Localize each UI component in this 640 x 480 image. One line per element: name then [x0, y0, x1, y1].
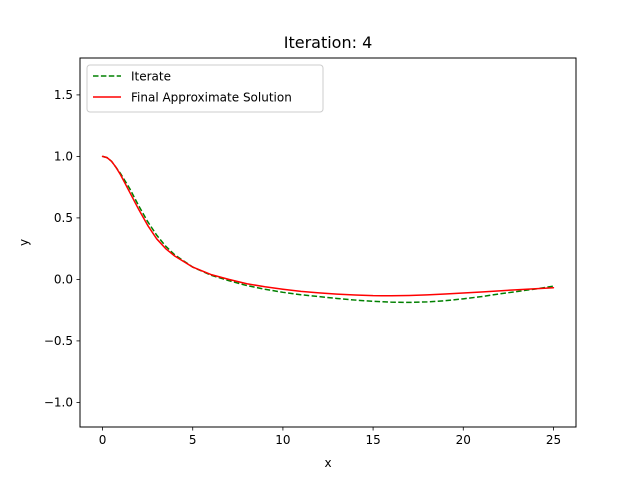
y-tick-label: −1.0	[44, 396, 73, 410]
legend-label-final-approximate-solution: Final Approximate Solution	[131, 91, 292, 105]
series-line-final-approximate-solution	[101, 155, 555, 297]
legend-frame	[86, 64, 324, 113]
x-tick-label: 0	[99, 433, 107, 447]
series-line-iterate	[102, 155, 554, 304]
x-tick-label: 20	[456, 433, 471, 447]
x-tick-label: 15	[365, 433, 380, 447]
y-tick-label: −0.5	[44, 334, 73, 348]
x-axis-ticks: 0 5 10 15 20 25	[99, 427, 561, 447]
y-tick-label: 0.0	[54, 273, 73, 287]
series-layer	[101, 155, 555, 304]
y-tick-label: 1.5	[54, 88, 73, 102]
y-axis-ticks: −1.0 −0.5 0.0 0.5 1.0 1.5	[44, 88, 80, 410]
x-tick-label: 25	[546, 433, 561, 447]
x-tick-label: 10	[275, 433, 290, 447]
y-tick-label: 0.5	[54, 211, 73, 225]
legend-label-iterate: Iterate	[131, 70, 171, 84]
x-axis-label: x	[324, 456, 331, 470]
y-tick-label: 1.0	[54, 150, 73, 164]
y-axis-label: y	[17, 239, 31, 246]
plot-frame	[79, 57, 577, 428]
legend: Iterate Final Approximate Solution	[86, 64, 324, 113]
chart-title: Iteration: 4	[284, 33, 373, 52]
x-tick-label: 5	[189, 433, 197, 447]
